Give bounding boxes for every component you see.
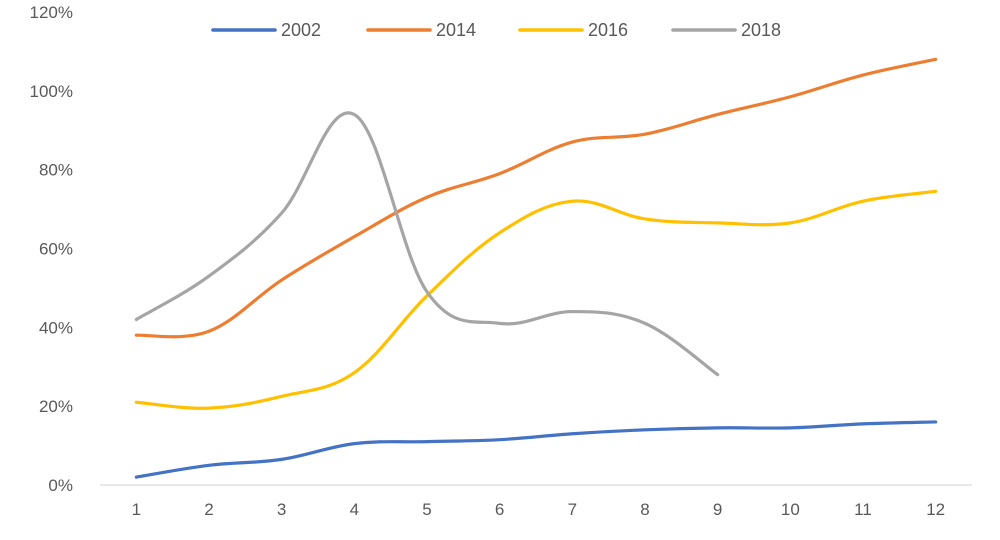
x-tick-label: 3	[277, 500, 286, 519]
x-tick-label: 6	[495, 500, 504, 519]
series-line-2018	[134, 111, 720, 377]
y-tick-label: 60%	[39, 240, 73, 259]
x-tick-label: 7	[568, 500, 577, 519]
series-line-2014	[134, 57, 938, 339]
x-tick-label: 1	[132, 500, 141, 519]
x-tick-label: 2	[204, 500, 213, 519]
y-tick-label: 80%	[39, 161, 73, 180]
y-tick-label: 120%	[30, 3, 73, 22]
x-tick-label: 4	[350, 500, 359, 519]
legend-label-2018: 2018	[741, 20, 781, 40]
x-tick-label: 12	[926, 500, 945, 519]
y-tick-label: 0%	[48, 476, 73, 495]
series-line-2016	[134, 189, 938, 410]
legend-label-2016: 2016	[588, 20, 628, 40]
legend-label-2002: 2002	[281, 20, 321, 40]
x-tick-label: 8	[640, 500, 649, 519]
x-tick-label: 11	[854, 500, 872, 519]
y-tick-label: 20%	[39, 397, 73, 416]
series-lines	[134, 57, 938, 479]
y-tick-label: 100%	[30, 82, 73, 101]
legend: 2002 2014 2016 2018	[211, 20, 781, 40]
x-tick-label: 9	[713, 500, 722, 519]
series-line-2002	[134, 420, 938, 479]
y-tick-label: 40%	[39, 318, 73, 337]
x-axis-tick-labels: 1 2 3 4 5 6 7 8 9 10 11 12	[132, 500, 946, 519]
y-axis-tick-labels: 0% 20% 40% 60% 80% 100% 120%	[30, 3, 73, 495]
x-tick-label: 5	[422, 500, 431, 519]
legend-label-2014: 2014	[436, 20, 476, 40]
x-tick-label: 10	[781, 500, 800, 519]
